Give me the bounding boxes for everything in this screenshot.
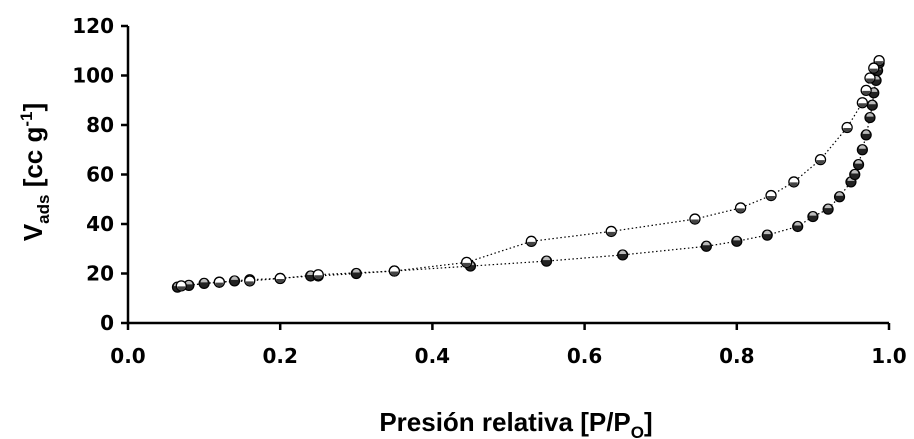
y-tick-label: 20 [86,262,114,286]
series-2-point [605,225,617,238]
y-axis-title-sup: -1 [17,111,36,126]
series-1-point [198,277,210,289]
series-1-point [852,159,865,171]
series-1-point [864,111,876,124]
y-axis-title-mid: [cc g [18,127,48,195]
series-2-point [388,265,401,277]
x-tick-label: 0.8 [719,344,754,368]
series-2-point [460,256,473,269]
x-axis-title: Presión relativa [P/PO] [379,407,652,439]
x-tick-label: 1.0 [871,344,906,368]
series-1-point [617,249,629,261]
series-2-line [181,60,880,287]
series-2-point [856,97,869,109]
series-2-point [175,280,187,292]
x-axis-title-end: ] [644,407,653,437]
series-1-point [350,267,362,280]
series-2-point [274,272,286,285]
series-1-point [866,99,878,111]
series-2-point [689,213,701,225]
y-axis-title-end: ] [18,103,48,112]
series-1-point [822,203,834,215]
y-axis-title-main: V [18,223,48,241]
series-1-point [540,255,553,267]
y-tick-label: 60 [86,163,114,187]
series-2-point [860,84,872,96]
x-axis-title-sub: O [631,423,644,439]
series-1-point [731,235,743,247]
x-tick-label: 0.6 [567,344,602,368]
y-tick-label: 40 [86,212,114,236]
y-tick-label: 120 [72,14,114,38]
series-1-line [177,62,880,288]
series-1-point [700,240,712,252]
series-1-point [792,220,804,233]
y-tick-label: 80 [86,113,114,137]
series-2-point [525,235,537,247]
y-tick-label: 0 [100,311,114,335]
series-2-point [312,269,324,281]
x-ticks: 0.0 0.2 0.4 0.6 0.8 1.0 [110,323,907,368]
series-2-point [244,275,256,287]
x-tick-label: 0.4 [415,344,450,368]
series-2-point [788,176,800,188]
series-1-point [856,144,868,156]
axes [126,26,889,325]
series-2-point [814,153,827,166]
series-2-point [765,189,777,202]
series-1-point [860,129,872,141]
series-1-point [849,168,861,181]
series-lines [177,60,880,288]
series-1-point [807,210,819,223]
series-2-point [864,72,876,84]
series-2-point [841,121,853,134]
series-1-point [761,229,773,241]
series-2-point [868,62,880,74]
y-axis-title: Vads [cc g-1] [17,103,53,241]
y-axis-title-sub: ads [34,195,53,224]
x-axis-title-main: Presión relativa [P/P [379,407,630,437]
series-1-point [228,275,241,287]
x-tick-label: 0.0 [110,344,145,368]
x-tick-label: 0.2 [262,344,297,368]
series-1-point [833,191,846,203]
series-2-point [734,202,747,214]
y-ticks: 0 20 40 60 80 100 120 [72,14,128,335]
series-points [171,55,885,293]
y-tick-label: 100 [72,64,114,88]
series-2-point [213,276,225,288]
